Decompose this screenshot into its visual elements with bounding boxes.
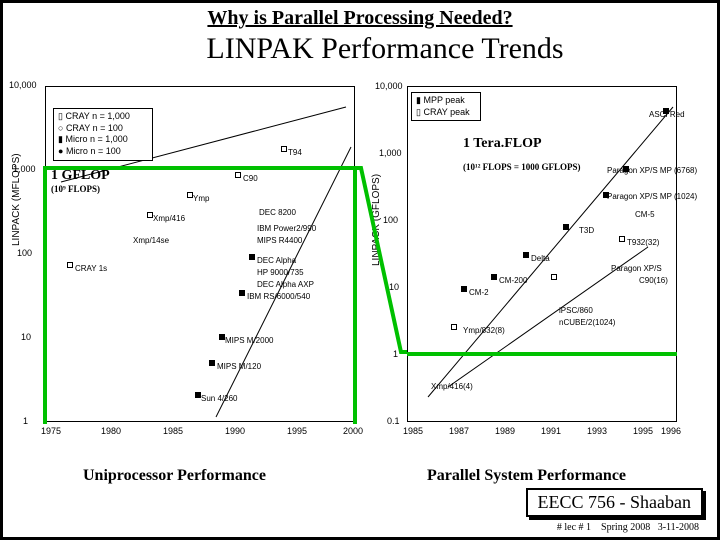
ytick: 10,000 (9, 80, 37, 90)
point-label: CM-200 (499, 276, 527, 285)
point-label: C90 (243, 174, 258, 183)
date: 3-11-2008 (658, 522, 699, 533)
legend-item: ○ CRAY n = 100 (58, 123, 148, 135)
point-label: Xmp/14se (133, 236, 169, 245)
xtick: 1993 (587, 426, 607, 436)
marker (67, 262, 73, 268)
xtick: 1991 (541, 426, 561, 436)
left-legend: ▯ CRAY n = 1,000 ○ CRAY n = 100 ▮ Micro … (53, 108, 153, 161)
marker (603, 192, 609, 198)
xtick: 1996 (661, 426, 681, 436)
marker (461, 286, 467, 292)
xtick: 1987 (449, 426, 469, 436)
marker (239, 290, 245, 296)
point-label: Xmp/416 (153, 214, 185, 223)
legend-item: ▮ MPP peak (416, 95, 476, 107)
term: Spring 2008 (601, 522, 650, 533)
xtick: 1975 (41, 426, 61, 436)
marker (147, 212, 153, 218)
marker (235, 172, 241, 178)
footer-box: EECC 756 - Shaaban (526, 488, 703, 517)
point-label: MIPS M/120 (217, 362, 261, 371)
right-legend: ▮ MPP peak ▯ CRAY peak (411, 92, 481, 121)
marker (491, 274, 497, 280)
marker (281, 146, 287, 152)
point-label: Delta (531, 254, 550, 263)
point-label: T932(32) (627, 238, 659, 247)
footer-meta: # lec # 1 Spring 2008 3-11-2008 (557, 522, 699, 533)
point-label: HP 9000/735 (257, 268, 304, 277)
xtick: 1989 (495, 426, 515, 436)
xtick: 1985 (163, 426, 183, 436)
green-edge (43, 166, 47, 424)
point-label: IBM RS/6000/540 (247, 292, 310, 301)
marker (619, 236, 625, 242)
marker (563, 224, 569, 230)
point-label: CM-2 (469, 288, 489, 297)
ytick: 0.1 (387, 416, 400, 426)
point-label: Ymp/832(8) (463, 326, 505, 335)
marker (249, 254, 255, 260)
marker (451, 324, 457, 330)
left-sublabel: Uniprocessor Performance (83, 467, 266, 485)
legend-item: ▯ CRAY n = 1,000 (58, 111, 148, 123)
point-label: iPSC/860 (559, 306, 593, 315)
point-label: MIPS R4400 (257, 236, 302, 245)
point-label: CRAY 1s (75, 264, 107, 273)
right-sublabel: Parallel System Performance (427, 467, 626, 485)
point-label: T3D (579, 226, 594, 235)
ytick: 10 (21, 332, 31, 342)
point-label: Paragon XP/S (611, 264, 662, 273)
teraflop-annotation-sub: (10¹² FLOPS = 1000 GFLOPS) (463, 162, 581, 172)
point-label: T94 (288, 148, 302, 157)
marker (523, 252, 529, 258)
xtick: 1995 (287, 426, 307, 436)
marker (209, 360, 215, 366)
charts-area: LINPACK (MFLOPS) 1 10 100 1,000 10,000 1… (3, 66, 717, 446)
ytick: 1,000 (379, 148, 402, 158)
point-label: Xmp/416(4) (431, 382, 473, 391)
xtick: 1980 (101, 426, 121, 436)
point-label: Paragon XP/S MP (6768) (607, 166, 697, 175)
ytick: 1,000 (13, 164, 36, 174)
legend-item: ● Micro n = 100 (58, 146, 148, 158)
green-connector (355, 166, 407, 356)
slide-subtitle: Why is Parallel Processing Needed? (3, 7, 717, 30)
xtick: 1995 (633, 426, 653, 436)
ytick: 1 (23, 416, 28, 426)
slide-title: LINPAK Performance Trends (53, 32, 717, 66)
ytick: 10,000 (375, 81, 403, 91)
legend-item: ▯ CRAY peak (416, 107, 476, 119)
marker (195, 392, 201, 398)
gflop-annotation-sub: (10⁹ FLOPS) (51, 184, 100, 194)
marker (623, 166, 629, 172)
green-line-right (407, 352, 677, 356)
teraflop-annotation: 1 Tera.FLOP (463, 136, 542, 152)
green-edge (353, 166, 357, 424)
xtick: 1990 (225, 426, 245, 436)
point-label: DEC Alpha (257, 256, 296, 265)
point-label: C90(16) (639, 276, 668, 285)
green-line-left (45, 166, 355, 170)
legend-item: ▮ Micro n = 1,000 (58, 134, 148, 146)
marker (219, 334, 225, 340)
xtick: 2000 (343, 426, 363, 436)
point-label: IBM Power2/990 (257, 224, 316, 233)
ytick: 100 (17, 248, 32, 258)
point-label: Sun 4/260 (201, 394, 237, 403)
marker (663, 108, 669, 114)
point-label: DEC Alpha AXP (257, 280, 314, 289)
xtick: 1985 (403, 426, 423, 436)
point-label: Paragon XP/S MP (1024) (607, 192, 697, 201)
marker (187, 192, 193, 198)
point-label: MIPS M/2000 (225, 336, 273, 345)
point-label: CM-5 (635, 210, 655, 219)
point-label: DEC 8200 (259, 208, 296, 217)
lec-number: # lec # 1 (557, 522, 591, 533)
point-label: nCUBE/2(1024) (559, 318, 615, 327)
point-label: Ymp (193, 194, 209, 203)
gflop-annotation: 1 GFLOP (51, 168, 110, 184)
marker (551, 274, 557, 280)
